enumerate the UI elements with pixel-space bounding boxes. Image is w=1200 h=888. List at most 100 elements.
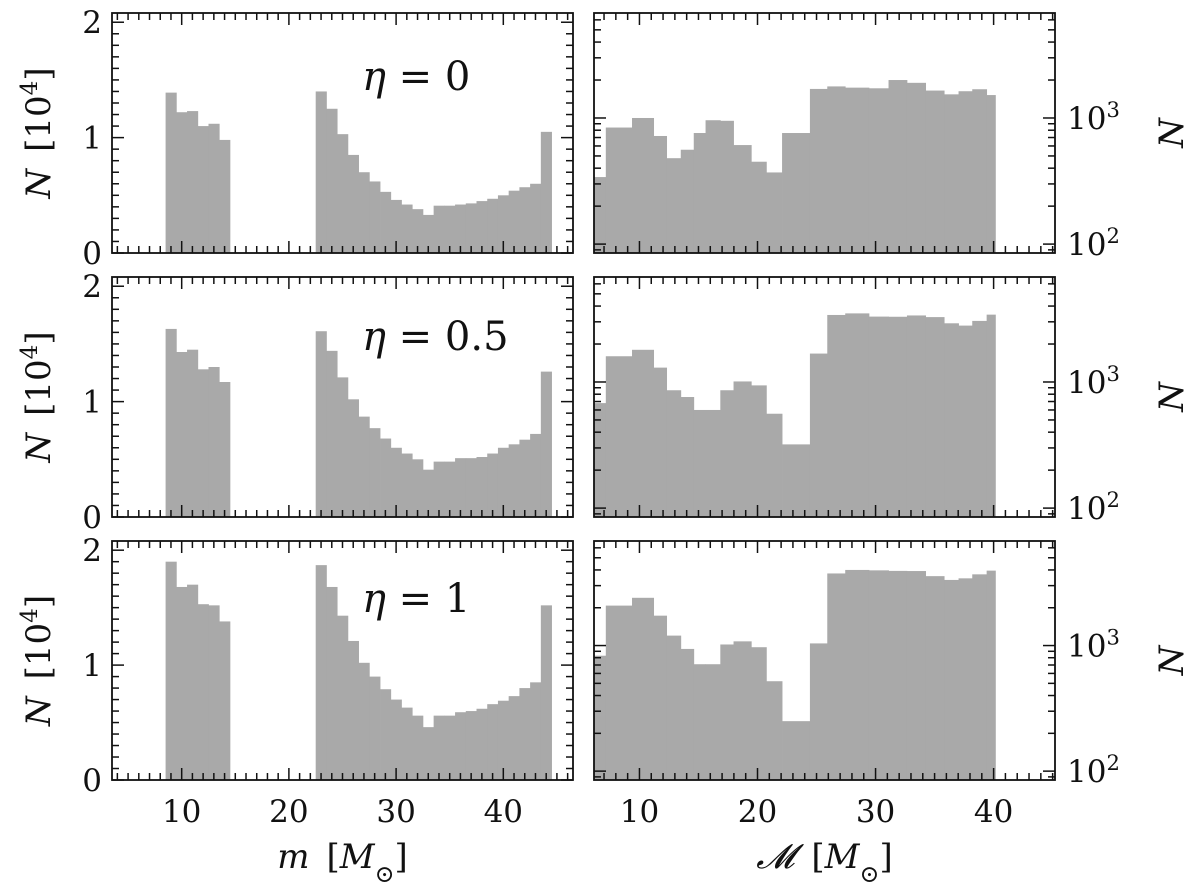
histogram-bar [958,91,973,253]
histogram-bar [337,377,349,517]
histogram-bar [605,127,633,253]
histogram-bar [508,190,520,253]
histogram-bar [751,647,767,780]
histogram-bar [433,205,445,253]
x-tick-label: 20 [738,794,777,830]
y-tick-label: 102 [1067,750,1120,791]
histogram-bar [519,439,531,517]
y-tick-label: 0 [82,500,102,536]
histogram-bar [888,80,908,253]
panel-frame [593,12,1056,254]
histogram-bar [693,133,706,253]
histogram-bar [868,570,889,780]
histogram-bar [680,648,695,780]
histogram-bar [444,461,456,517]
histogram-bar [219,382,231,517]
histogram-bar [219,621,231,780]
panel-right-row-2: 102 103 N [593,276,1192,527]
histogram-bar [358,416,370,517]
x-tick-label: 10 [620,794,659,830]
histogram-bar [680,149,695,253]
histogram-bar [530,183,542,253]
histogram-bar [508,444,520,517]
histogram-bar [519,187,531,253]
histogram-bar [540,371,552,517]
y-tick-label: 103 [1067,96,1120,137]
histogram-bar [972,89,988,253]
histogram-bar [497,195,510,253]
y-tick-label: 103 [1067,360,1120,401]
histogram-bar [782,721,811,780]
x-tick-label: 10 [162,794,201,830]
histogram-bar [176,112,188,253]
histogram-bar [197,604,209,780]
y-axis-label: N [1152,644,1192,676]
histogram-bar [720,644,734,780]
histogram-bar [465,203,477,253]
histogram-bar [347,640,359,780]
histogram-bar [433,461,445,517]
histogram-bar [986,95,996,253]
histogram-bar [337,134,349,253]
histogram-bar [401,453,413,517]
histogram-bar [868,88,889,253]
x-tick-label: 30 [856,794,895,830]
histogram-bar [540,131,552,253]
histogram-bar [751,385,767,517]
histogram-bar [605,356,633,517]
y-tick-label: 1 [82,121,102,157]
histogram-bar [465,458,477,517]
histogram-bar [326,350,338,517]
histogram-bar [455,712,467,780]
y-axis-label: N [1152,117,1192,149]
histogram-bar [176,352,188,517]
histogram-bar [487,453,499,517]
histogram-bar [925,90,945,253]
histogram-bar [605,605,633,780]
histogram-bar [653,367,668,517]
histogram-bar [369,428,381,517]
histogram-bar [705,409,721,517]
panel-right-row-3: 102 103 10 20 30 40 N 𝓜 [M⊙] [593,540,1192,888]
x-tick-label: 40 [974,794,1013,830]
histogram-bar [476,201,488,253]
histogram-bar [827,573,846,780]
histogram-bar [827,314,846,517]
x-tick-label: 30 [376,794,415,830]
histogram-bar [720,390,734,517]
y-tick-label: 2 [82,269,102,305]
histogram-bar [888,316,908,517]
histogram-bar [986,570,996,780]
histogram-bar [487,198,499,253]
histogram-bar [653,615,668,780]
histogram-bar [906,82,927,253]
eta-annotation: η = 0 [362,54,470,100]
histogram-bar [766,681,783,780]
histogram-bar [666,390,682,517]
histogram-bar [444,205,456,253]
histogram-bar [632,117,655,254]
histogram-bar [412,715,424,780]
y-axis-label: N [104] [17,595,59,727]
histogram-bar [497,447,510,517]
histogram-bar [809,643,828,780]
histogram-bar [337,615,349,780]
y-tick-label: 1 [82,385,102,421]
y-tick-label: 1 [82,648,102,684]
histogram-bar [530,682,542,780]
x-axis-label: 𝓜 [M⊙] [756,837,892,888]
histogram-bar [986,314,996,517]
histogram-bar [358,662,370,780]
histogram-bar [972,320,988,517]
histogram-bar [519,688,531,780]
histogram-bar [958,578,973,780]
histogram-bar [315,91,327,254]
histogram-bar [433,715,445,780]
histogram-bar [208,605,220,780]
histogram-bar [197,369,209,517]
histogram-bar [845,87,870,254]
histogram-bar [925,576,945,780]
histogram-bar [487,704,499,780]
histogram-bar [497,700,510,780]
histogram-bar [944,94,959,253]
